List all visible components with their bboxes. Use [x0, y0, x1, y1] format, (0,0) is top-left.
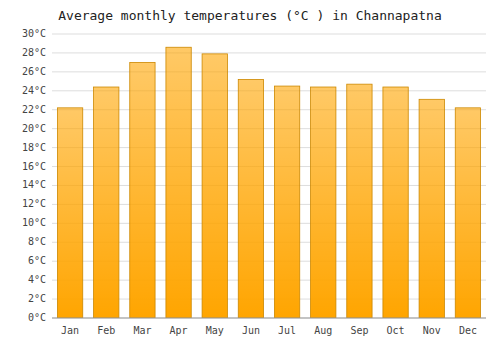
bar — [383, 87, 408, 318]
y-tick-label: 8°C — [28, 236, 46, 247]
y-tick-label: 12°C — [22, 198, 46, 209]
bars — [57, 47, 480, 318]
x-tick-label: Nov — [423, 325, 441, 336]
bar — [94, 87, 119, 318]
y-axis: 0°C 2°C 4°C 6°C 8°C 10°C 12°C 14°C 16°C 18°C 20°C 2… — [22, 28, 46, 323]
x-tick-label: Mar — [133, 325, 151, 336]
title: Average monthly temperatures (°C ) in Ch… — [58, 8, 442, 23]
chart-container: Average monthly temperatures (°C ) in Ch… — [0, 0, 500, 350]
grid-line — [52, 34, 486, 35]
y-tick-label: 24°C — [22, 85, 46, 96]
chart: Average monthly temperatures (°C ) in Ch… — [0, 0, 500, 350]
bar — [57, 108, 82, 318]
bar — [274, 86, 299, 318]
y-tick-label: 28°C — [22, 47, 46, 58]
grid-line — [52, 71, 486, 72]
y-tick-label: 4°C — [28, 274, 46, 285]
bar — [455, 108, 480, 318]
y-tick-label: 16°C — [22, 161, 46, 172]
bar — [202, 54, 227, 318]
grid-line — [52, 52, 486, 53]
x-tick-label: Sep — [350, 325, 368, 336]
x-tick-label: Jan — [61, 325, 79, 336]
x-axis: Jan Feb Mar Apr May Jun Jul Aug Sep Oct Nov Dec — [52, 318, 486, 336]
bar — [347, 84, 372, 318]
grid — [52, 34, 486, 318]
y-tick-label: 0°C — [28, 312, 46, 323]
bar — [166, 47, 191, 318]
x-tick-label: Jul — [278, 325, 296, 336]
x-tick-label: Feb — [97, 325, 115, 336]
y-tick-label: 10°C — [22, 217, 46, 228]
y-tick-label: 14°C — [22, 179, 46, 190]
y-tick-label: 30°C — [22, 28, 46, 39]
bar — [238, 79, 263, 318]
y-tick-label: 20°C — [22, 123, 46, 134]
x-tick-label: May — [206, 325, 224, 336]
x-tick-label: Apr — [170, 325, 188, 336]
y-tick-label: 18°C — [22, 142, 46, 153]
bar — [311, 87, 336, 318]
x-axis-line — [52, 318, 486, 319]
x-tick-label: Oct — [387, 325, 405, 336]
grid-line — [52, 318, 486, 319]
y-tick-label: 6°C — [28, 255, 46, 266]
y-tick-label: 26°C — [22, 66, 46, 77]
y-tick-label: 2°C — [28, 293, 46, 304]
y-tick-label: 22°C — [22, 104, 46, 115]
x-tick-label: Jun — [242, 325, 260, 336]
x-tick-label: Aug — [314, 325, 332, 336]
bar — [130, 62, 155, 318]
bar — [419, 99, 444, 318]
x-tick-label: Dec — [459, 325, 477, 336]
